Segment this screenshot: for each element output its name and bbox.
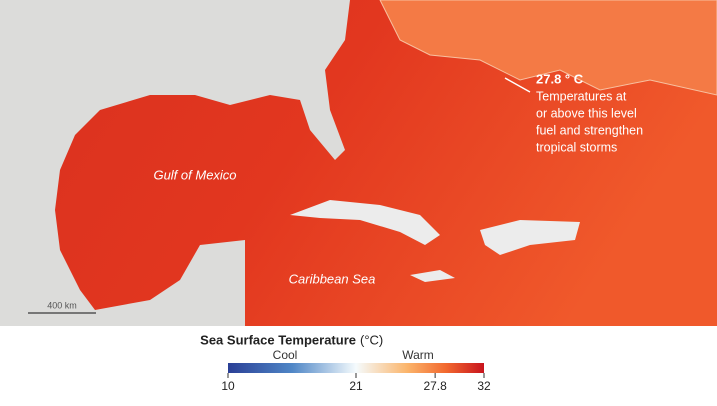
cooler-region xyxy=(379,0,717,96)
annotation-value: 27.8 ° C xyxy=(536,71,584,86)
tick-label: 32 xyxy=(477,379,491,393)
map: Gulf of Mexico Caribbean Sea 27.8 ° C Te… xyxy=(0,0,717,326)
jamaica xyxy=(410,270,455,282)
sea-label: Gulf of Mexico xyxy=(153,167,236,182)
tick-label: 27.8 xyxy=(423,379,447,393)
color-bar xyxy=(228,363,484,373)
scale-label: 400 km xyxy=(47,300,77,310)
hispaniola xyxy=(480,220,580,255)
sea-label: Caribbean Sea xyxy=(289,271,376,286)
tick-label: 10 xyxy=(221,379,235,393)
annotation-line: or above this level xyxy=(536,106,637,120)
annotation-line: tropical storms xyxy=(536,140,617,154)
land xyxy=(0,0,350,326)
pointer xyxy=(504,77,531,93)
annotation-line: Temperatures at xyxy=(536,89,627,103)
legend-low: Cool xyxy=(273,348,298,362)
legend-high: Warm xyxy=(402,348,434,362)
legend-unit: (°C) xyxy=(360,332,383,347)
legend-title: Sea Surface Temperature xyxy=(200,332,356,347)
legend: Sea Surface Temperature (°C) Cool Warm 1… xyxy=(200,332,491,393)
tick-label: 21 xyxy=(349,379,363,393)
cuba xyxy=(290,200,440,245)
annotation-line: fuel and strengthen xyxy=(536,123,643,137)
